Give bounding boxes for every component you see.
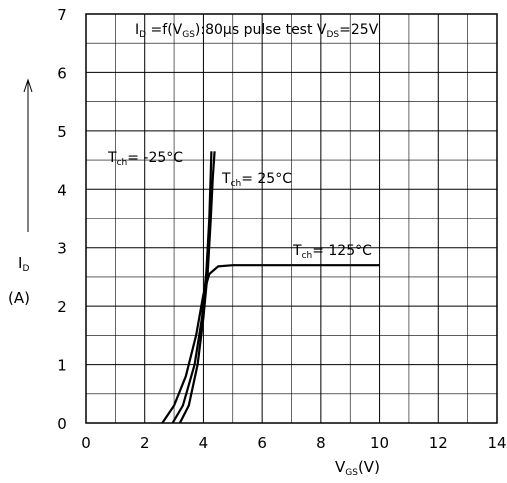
x-tick-label: 10: [370, 434, 389, 452]
y-tick-label: 4: [57, 181, 67, 199]
x-tick-label: 14: [487, 434, 506, 452]
x-axis-label: VGS(V): [335, 458, 380, 478]
x-tick-label: 12: [429, 434, 448, 452]
y-tick-label: 1: [57, 357, 67, 375]
y-tick-label: 5: [57, 123, 67, 141]
x-tick-labels: 0 2 4 6 8 10 12 14: [81, 434, 506, 452]
label-tch-125: Tch= 125°C: [292, 243, 372, 261]
y-tick-label: 0: [57, 415, 67, 433]
y-axis-arrow-head: [23, 78, 33, 93]
y-tick-label: 7: [57, 6, 67, 24]
x-tick-label: 0: [81, 434, 91, 452]
label-tch-minus25: Tch= -25°C: [107, 150, 183, 168]
y-tick-label: 6: [57, 64, 67, 82]
y-axis-label: ID: [18, 254, 29, 274]
grid: [86, 14, 497, 423]
plot-frame: [85, 13, 498, 424]
series-line-1: [178, 151, 216, 424]
label-tch-25: Tch= 25°C: [221, 171, 292, 189]
series-line-2: [161, 264, 380, 424]
series-group: [161, 151, 380, 424]
x-tick-label: 6: [257, 434, 267, 452]
x-tick-label: 2: [140, 434, 150, 452]
x-tick-label: 8: [316, 434, 326, 452]
x-tick-label: 4: [199, 434, 209, 452]
y-tick-label: 2: [57, 298, 67, 316]
y-axis-unit: (A): [8, 289, 30, 307]
chart-title: ID =f(VGS):80μs pulse test VDS=25V: [135, 22, 379, 40]
y-tick-label: 3: [57, 240, 67, 258]
y-tick-labels: 0 1 2 3 4 5 6 7: [57, 6, 67, 433]
